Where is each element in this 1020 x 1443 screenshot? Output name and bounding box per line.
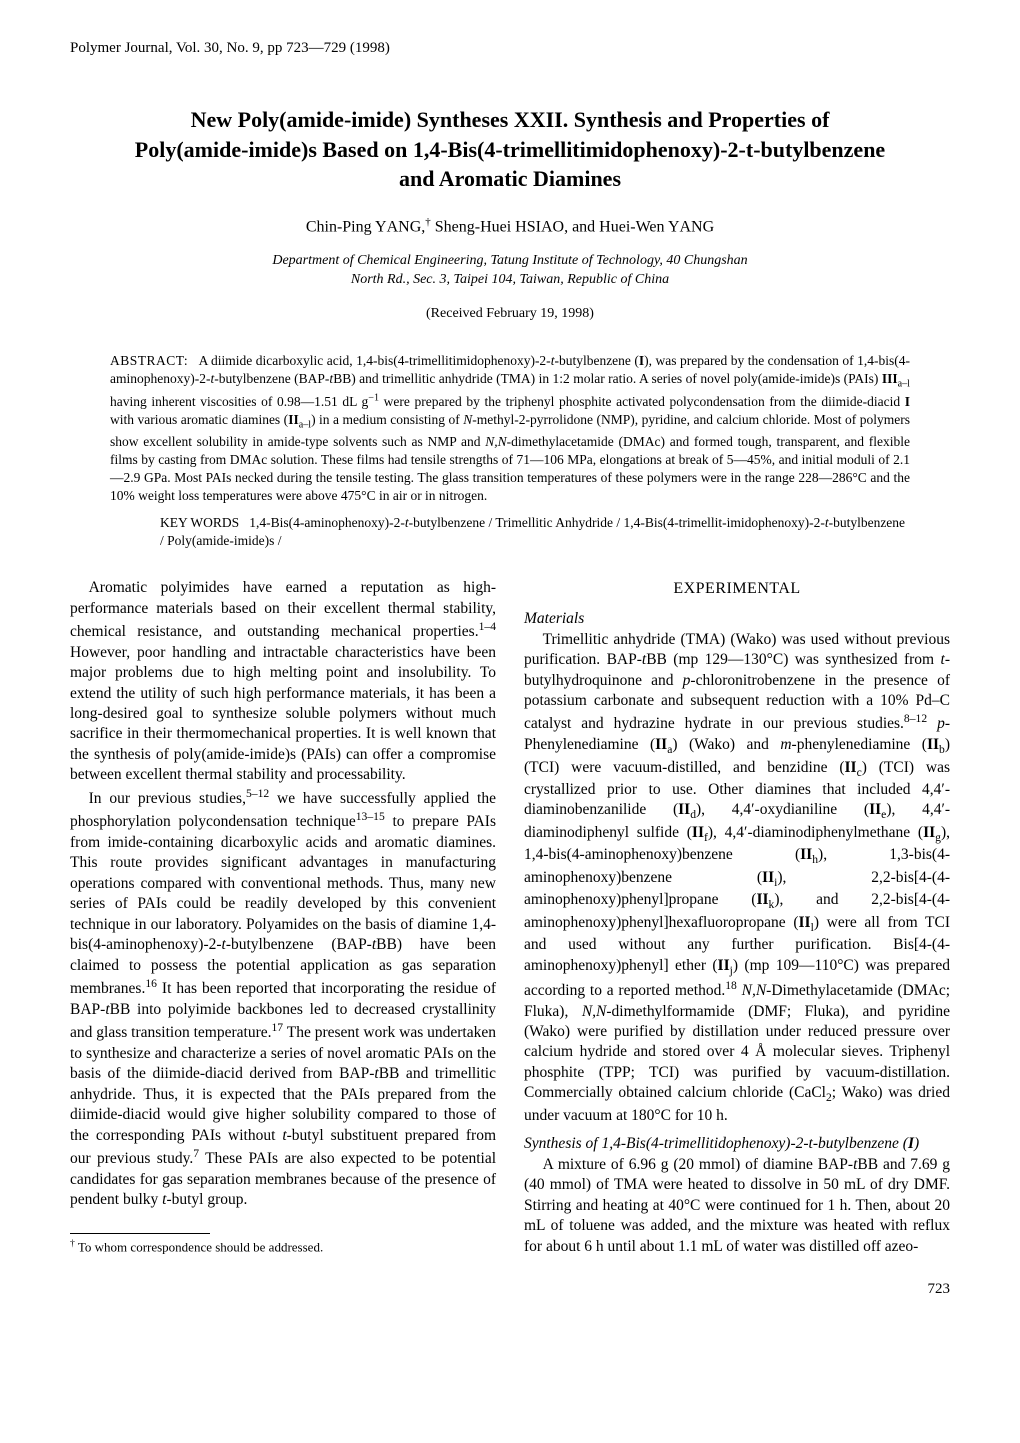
abstract-label: ABSTRACT: bbox=[110, 353, 188, 368]
intro-para-1: Aromatic polyimides have earned a reputa… bbox=[70, 578, 496, 786]
synthesis-para: A mixture of 6.96 g (20 mmol) of diamine… bbox=[524, 1155, 950, 1257]
page-root: Polymer Journal, Vol. 30, No. 9, pp 723—… bbox=[0, 0, 1020, 1348]
title-block: New Poly(amide-imide) Syntheses XXII. Sy… bbox=[70, 105, 950, 322]
page-number: 723 bbox=[70, 1281, 950, 1298]
title-line-2: Poly(amide-imide)s Based on 1,4-Bis(4-tr… bbox=[135, 137, 885, 162]
intro-para-2: In our previous studies,5–12 we have suc… bbox=[70, 786, 496, 1211]
paper-title: New Poly(amide-imide) Syntheses XXII. Sy… bbox=[70, 105, 950, 194]
received-date: (Received February 19, 1998) bbox=[70, 306, 950, 322]
left-column: Aromatic polyimides have earned a reputa… bbox=[70, 578, 496, 1257]
title-line-3: and Aromatic Diamines bbox=[399, 166, 621, 191]
body-columns: Aromatic polyimides have earned a reputa… bbox=[70, 578, 950, 1257]
affiliation-line-1: Department of Chemical Engineering, Tatu… bbox=[272, 253, 747, 268]
section-experimental: EXPERIMENTAL bbox=[524, 578, 950, 599]
title-line-1: New Poly(amide-imide) Syntheses XXII. Sy… bbox=[191, 107, 830, 132]
materials-para: Trimellitic anhydride (TMA) (Wako) was u… bbox=[524, 630, 950, 1127]
subsection-synthesis: Synthesis of 1,4-Bis(4-trimellitidopheno… bbox=[524, 1134, 950, 1154]
keywords-text: 1,4-Bis(4-aminophenoxy)-2-t-butylbenzene… bbox=[160, 515, 905, 548]
keywords: KEY WORDS 1,4-Bis(4-aminophenoxy)-2-t-bu… bbox=[160, 514, 910, 550]
authors: Chin-Ping YANG,† Sheng-Huei HSIAO, and H… bbox=[70, 216, 950, 236]
footnote-separator bbox=[70, 1233, 210, 1234]
affiliation: Department of Chemical Engineering, Tatu… bbox=[70, 252, 950, 290]
abstract-text: A diimide dicarboxylic acid, 1,4-bis(4-t… bbox=[110, 353, 910, 503]
affiliation-line-2: North Rd., Sec. 3, Taipei 104, Taiwan, R… bbox=[351, 272, 669, 287]
subsection-materials: Materials bbox=[524, 609, 950, 629]
keywords-label: KEY WORDS bbox=[160, 515, 239, 530]
abstract: ABSTRACT: A diimide dicarboxylic acid, 1… bbox=[110, 352, 910, 506]
running-head: Polymer Journal, Vol. 30, No. 9, pp 723—… bbox=[70, 40, 950, 57]
right-column: EXPERIMENTAL Materials Trimellitic anhyd… bbox=[524, 578, 950, 1257]
footnote: † To whom correspondence should be addre… bbox=[70, 1238, 496, 1255]
